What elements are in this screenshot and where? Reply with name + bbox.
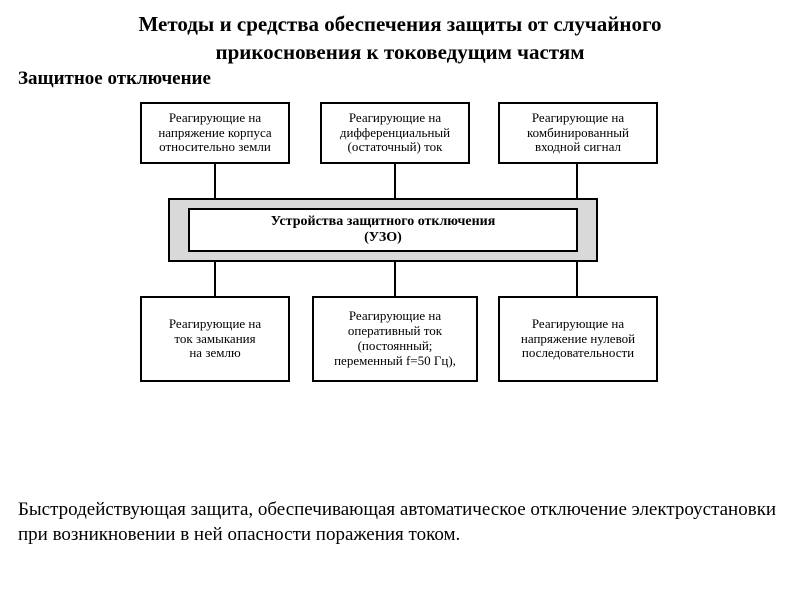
central-text: Устройства защитного отключения (УЗО)	[271, 214, 496, 246]
page-title-line1: Методы и средства обеспечения защиты от …	[0, 12, 800, 37]
node-bot2-text: Реагирующие наоперативный ток(постоянный…	[334, 309, 456, 369]
node-bot1-text: Реагирующие наток замыканияна землю	[169, 317, 261, 362]
subtitle: Защитное отключение	[18, 68, 211, 90]
node-top3: Реагирующие накомбинированныйвходной сиг…	[498, 102, 658, 164]
central-box-inner: Устройства защитного отключения (УЗО)	[188, 208, 578, 252]
node-top1: Реагирующие нанапряжение корпусаотносите…	[140, 102, 290, 164]
page-title-line2: прикосновения к токоведущим частям	[0, 40, 800, 65]
node-top1-text: Реагирующие нанапряжение корпусаотносите…	[158, 111, 271, 156]
central-line1: Устройства защитного отключения	[271, 214, 496, 229]
connector-6	[576, 262, 578, 296]
connector-4	[214, 262, 216, 296]
node-bot2: Реагирующие наоперативный ток(постоянный…	[312, 296, 478, 382]
connector-3	[576, 164, 578, 198]
page: Методы и средства обеспечения защиты от …	[0, 0, 800, 600]
connector-1	[214, 164, 216, 198]
connector-5	[394, 262, 396, 296]
connector-2	[394, 164, 396, 198]
node-top2: Реагирующие надифференциальный(остаточны…	[320, 102, 470, 164]
footer-text: Быстродействующая защита, обеспечивающая…	[18, 498, 782, 547]
node-top3-text: Реагирующие накомбинированныйвходной сиг…	[527, 111, 629, 156]
central-line2: (УЗО)	[364, 230, 402, 245]
node-bot3-text: Реагирующие нанапряжение нулевойпоследов…	[521, 317, 635, 362]
node-bot3: Реагирующие нанапряжение нулевойпоследов…	[498, 296, 658, 382]
node-bot1: Реагирующие наток замыканияна землю	[140, 296, 290, 382]
node-top2-text: Реагирующие надифференциальный(остаточны…	[340, 111, 450, 156]
